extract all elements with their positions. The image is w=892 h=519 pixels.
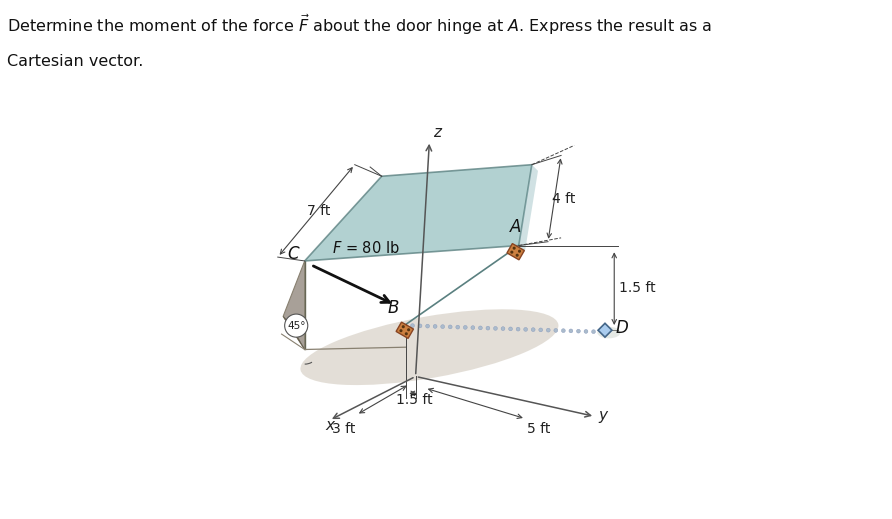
Polygon shape	[507, 243, 524, 260]
Circle shape	[532, 327, 535, 332]
Text: y: y	[599, 408, 607, 424]
Circle shape	[513, 247, 516, 250]
Circle shape	[518, 250, 521, 253]
Polygon shape	[396, 322, 414, 338]
Text: Cartesian vector.: Cartesian vector.	[7, 54, 144, 70]
Circle shape	[401, 325, 405, 328]
Text: $F$ = 80 lb: $F$ = 80 lb	[332, 240, 400, 256]
Circle shape	[410, 324, 415, 327]
Text: x: x	[326, 418, 334, 432]
Text: 1.5 ft: 1.5 ft	[619, 281, 656, 295]
Text: B: B	[388, 299, 400, 317]
Circle shape	[456, 325, 459, 329]
Circle shape	[561, 329, 566, 333]
Polygon shape	[519, 165, 538, 252]
Text: D: D	[615, 319, 629, 337]
Text: 4 ft: 4 ft	[552, 192, 575, 206]
Circle shape	[405, 332, 408, 335]
Text: z: z	[434, 125, 442, 140]
Circle shape	[516, 254, 519, 257]
Polygon shape	[283, 317, 305, 349]
Polygon shape	[283, 261, 305, 349]
Circle shape	[510, 251, 514, 254]
Circle shape	[425, 324, 430, 328]
Circle shape	[501, 327, 505, 331]
Circle shape	[576, 329, 581, 333]
Circle shape	[449, 325, 452, 329]
Polygon shape	[598, 323, 612, 337]
Circle shape	[508, 327, 513, 331]
Circle shape	[463, 325, 467, 329]
Text: 7 ft: 7 ft	[307, 204, 330, 218]
Circle shape	[516, 327, 520, 331]
Circle shape	[471, 326, 475, 330]
Circle shape	[441, 325, 444, 329]
Text: 45°: 45°	[287, 321, 305, 331]
Circle shape	[407, 328, 410, 331]
Circle shape	[493, 326, 498, 330]
Circle shape	[554, 329, 558, 332]
Circle shape	[285, 314, 308, 337]
Circle shape	[569, 329, 573, 333]
Ellipse shape	[598, 327, 621, 338]
Ellipse shape	[301, 309, 558, 385]
Text: 3 ft: 3 ft	[333, 422, 356, 436]
Polygon shape	[305, 165, 532, 261]
Circle shape	[434, 324, 437, 329]
Circle shape	[546, 328, 550, 332]
Text: 1.5 ft: 1.5 ft	[396, 393, 434, 407]
Circle shape	[591, 330, 596, 334]
Text: A: A	[509, 217, 521, 236]
Circle shape	[418, 324, 422, 328]
Text: Determine the moment of the force $\vec{F}$ about the door hinge at $A$. Express: Determine the moment of the force $\vec{…	[7, 13, 712, 37]
Circle shape	[478, 326, 483, 330]
Text: C: C	[288, 245, 300, 264]
Circle shape	[400, 329, 402, 332]
Circle shape	[486, 326, 490, 330]
Circle shape	[584, 330, 588, 333]
Text: 5 ft: 5 ft	[527, 421, 550, 435]
Circle shape	[524, 327, 527, 331]
Circle shape	[539, 328, 542, 332]
